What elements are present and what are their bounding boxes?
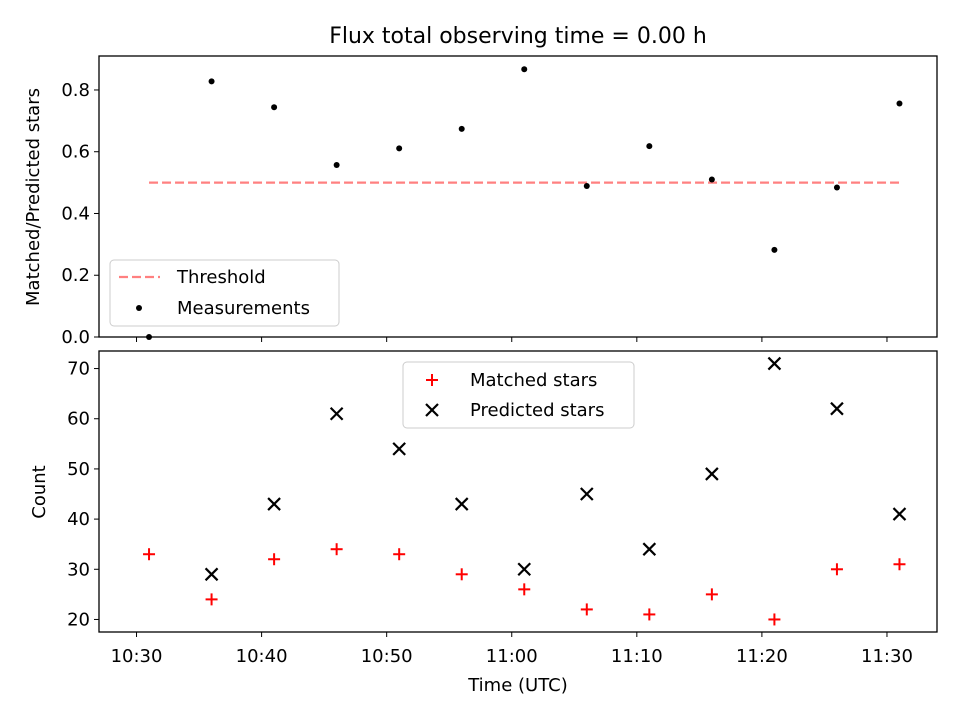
predicted-point bbox=[267, 497, 281, 511]
predicted-point bbox=[705, 467, 719, 481]
measurement-point bbox=[521, 66, 528, 73]
count-y-ticks: 20 30 40 50 60 70 bbox=[67, 359, 99, 630]
measurement-point bbox=[333, 162, 340, 169]
predicted-point bbox=[392, 442, 406, 456]
ratio-legend-box bbox=[109, 259, 340, 327]
matched-point bbox=[643, 608, 656, 621]
chart-title: Flux total observing time = 0.00 h bbox=[329, 24, 707, 49]
measurement-point bbox=[583, 183, 590, 190]
matched-point bbox=[830, 563, 843, 576]
count-x-tick-label: 11:30 bbox=[861, 646, 913, 667]
count-x-tick-label: 11:00 bbox=[486, 646, 538, 667]
ratio-y-tick-label: 0.2 bbox=[61, 265, 90, 286]
predicted-legend-swatch bbox=[425, 403, 439, 417]
ratio-y-tick-label: 0.6 bbox=[61, 142, 90, 163]
matched-point bbox=[518, 583, 531, 596]
count-y-tick-label: 20 bbox=[67, 609, 90, 630]
predicted-point bbox=[454, 497, 469, 511]
measurement-point bbox=[396, 145, 403, 152]
matched-point bbox=[705, 588, 718, 601]
count-y-tick-label: 40 bbox=[67, 509, 90, 530]
measurements-legend-swatch bbox=[136, 305, 142, 311]
predicted-point bbox=[830, 401, 844, 416]
count-x-tick-label: 11:20 bbox=[736, 646, 788, 667]
measurement-point bbox=[833, 184, 840, 191]
predicted-point bbox=[517, 562, 532, 577]
count-x-tick-label: 10:50 bbox=[361, 646, 413, 667]
count-axes-frame bbox=[98, 350, 938, 633]
count-legend: Matched stars Predicted stars bbox=[402, 361, 635, 429]
matched-point bbox=[330, 543, 343, 556]
matched-point bbox=[893, 558, 906, 571]
predicted-point bbox=[767, 356, 782, 371]
ratio-legend: Threshold Measurements bbox=[109, 259, 340, 327]
ratio-y-tick-label: 0.4 bbox=[61, 203, 90, 224]
ratio-y-ticks: 0.0 0.2 0.4 0.6 0.8 bbox=[61, 80, 99, 348]
threshold-legend-label: Threshold bbox=[176, 267, 266, 288]
predicted-point bbox=[892, 507, 907, 521]
measurements-legend-label: Measurements bbox=[177, 298, 310, 319]
count-y-tick-label: 50 bbox=[67, 459, 90, 480]
measurement-point bbox=[646, 143, 653, 150]
measurement-point bbox=[708, 176, 715, 183]
count-x-tick-label: 10:30 bbox=[111, 646, 163, 667]
count-x-ticks: 10:30 10:40 10:50 11:00 11:10 11:20 11:30 bbox=[111, 632, 913, 667]
matched-point bbox=[393, 548, 406, 561]
predicted-legend-label: Predicted stars bbox=[470, 400, 604, 421]
measurement-point bbox=[458, 125, 465, 132]
ratio-axes-frame bbox=[98, 55, 938, 338]
matched-point bbox=[768, 613, 781, 626]
count-y-label: Count bbox=[29, 465, 50, 518]
count-y-tick-label: 60 bbox=[67, 409, 90, 430]
predicted-point bbox=[580, 487, 594, 501]
matched-point bbox=[455, 568, 468, 581]
count-legend-box bbox=[402, 361, 635, 429]
predicted-point bbox=[642, 542, 657, 556]
count-y-tick-label: 70 bbox=[67, 359, 90, 380]
matched-point bbox=[580, 603, 593, 616]
count-panel: 20 30 40 50 60 70 10:30 10:40 10:50 11:00 11:10 11… bbox=[29, 350, 938, 696]
matched-legend-label: Matched stars bbox=[470, 370, 597, 391]
measurement-point bbox=[208, 78, 215, 85]
measurement-point bbox=[771, 246, 778, 253]
measurement-point bbox=[271, 104, 278, 111]
ratio-x-ticks bbox=[136, 337, 888, 342]
predicted-point bbox=[204, 567, 219, 582]
measurement-point bbox=[896, 100, 903, 107]
matched-point bbox=[143, 548, 156, 561]
count-marks bbox=[143, 356, 907, 626]
count-x-tick-label: 11:10 bbox=[611, 646, 663, 667]
matched-legend-swatch bbox=[426, 374, 438, 386]
ratio-y-label: Matched/Predicted stars bbox=[23, 88, 44, 306]
count-x-tick-label: 10:40 bbox=[236, 646, 288, 667]
ratio-marks bbox=[146, 66, 903, 340]
matched-point bbox=[268, 553, 281, 566]
count-y-tick-label: 30 bbox=[67, 559, 90, 580]
ratio-y-tick-label: 0.0 bbox=[61, 327, 90, 348]
ratio-panel: 0.00.20.40.60.8 Matched/Predicted stars … bbox=[23, 55, 938, 348]
x-axis-label: Time (UTC) bbox=[467, 675, 568, 696]
predicted-point bbox=[329, 406, 344, 421]
matched-point bbox=[205, 593, 218, 606]
ratio-y-tick-label: 0.8 bbox=[61, 80, 90, 101]
